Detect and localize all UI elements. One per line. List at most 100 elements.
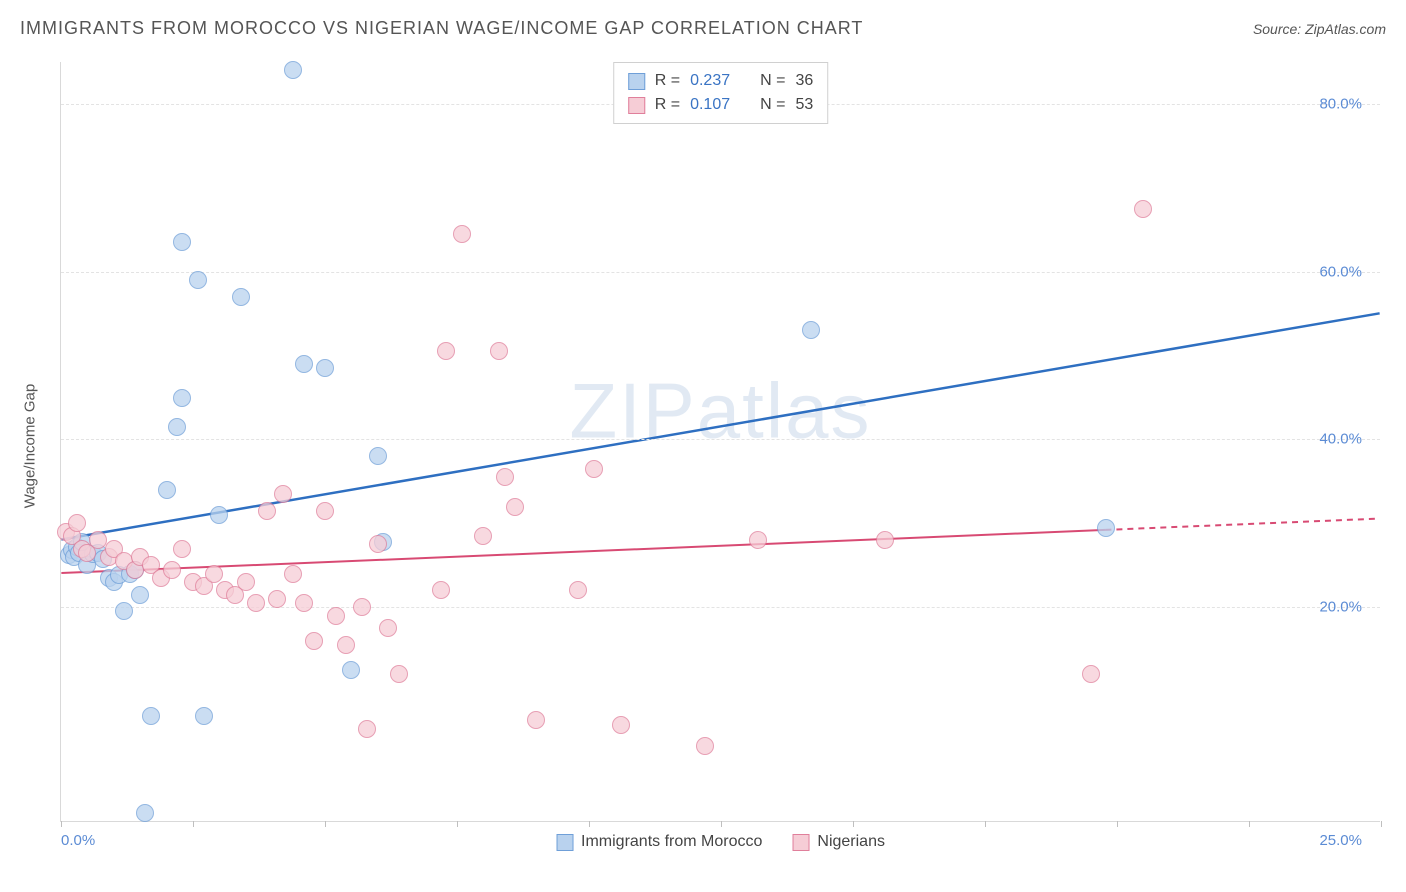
data-point-nigerians [284, 565, 302, 583]
data-point-nigerians [432, 581, 450, 599]
data-point-morocco [195, 707, 213, 725]
data-point-nigerians [327, 607, 345, 625]
data-point-nigerians [295, 594, 313, 612]
data-point-nigerians [68, 514, 86, 532]
x-tick-min: 0.0% [61, 832, 95, 849]
data-point-nigerians [696, 737, 714, 755]
data-point-nigerians [490, 342, 508, 360]
data-point-morocco [115, 602, 133, 620]
n-value-morocco: 36 [795, 72, 813, 90]
data-point-nigerians [876, 531, 894, 549]
x-tick-mark [1117, 821, 1118, 827]
trendline-dashed-nigerians [1105, 519, 1379, 530]
data-point-nigerians [337, 636, 355, 654]
x-tick-mark [985, 821, 986, 827]
data-point-nigerians [305, 632, 323, 650]
data-point-nigerians [258, 502, 276, 520]
data-point-nigerians [612, 716, 630, 734]
data-point-nigerians [247, 594, 265, 612]
data-point-morocco [284, 61, 302, 79]
data-point-morocco [342, 661, 360, 679]
data-point-morocco [131, 586, 149, 604]
data-point-morocco [173, 389, 191, 407]
data-point-nigerians [1134, 200, 1152, 218]
data-point-nigerians [205, 565, 223, 583]
data-point-nigerians [749, 531, 767, 549]
swatch-morocco [628, 73, 645, 90]
data-point-nigerians [437, 342, 455, 360]
series-legend: Immigrants from Morocco Nigerians [556, 833, 885, 851]
data-point-nigerians [173, 540, 191, 558]
data-point-morocco [173, 233, 191, 251]
data-point-morocco [802, 321, 820, 339]
r-value-nigerians: 0.107 [690, 96, 730, 114]
data-point-nigerians [353, 598, 371, 616]
x-tick-mark [61, 821, 62, 827]
y-tick-label: 80.0% [1319, 95, 1362, 112]
legend-label-morocco: Immigrants from Morocco [581, 833, 762, 851]
data-point-morocco [1097, 519, 1115, 537]
x-tick-mark [457, 821, 458, 827]
x-tick-mark [1381, 821, 1382, 827]
n-label: N = [760, 96, 785, 114]
scatter-plot: ZIPatlas R = 0.237 N = 36 R = 0.107 N = … [60, 62, 1380, 822]
data-point-nigerians [379, 619, 397, 637]
data-point-nigerians [1082, 665, 1100, 683]
r-label: R = [655, 72, 680, 90]
gridline [61, 439, 1380, 440]
data-point-morocco [232, 288, 250, 306]
legend-item-nigerians: Nigerians [792, 833, 885, 851]
data-point-morocco [168, 418, 186, 436]
data-point-nigerians [274, 485, 292, 503]
data-point-nigerians [268, 590, 286, 608]
trend-lines [61, 62, 1380, 821]
swatch-nigerians [628, 97, 645, 114]
x-tick-mark [1249, 821, 1250, 827]
chart-title: IMMIGRANTS FROM MOROCCO VS NIGERIAN WAGE… [20, 18, 863, 39]
y-axis-label: Wage/Income Gap [22, 384, 39, 509]
data-point-nigerians [358, 720, 376, 738]
data-point-nigerians [369, 535, 387, 553]
r-value-morocco: 0.237 [690, 72, 730, 90]
legend-row-morocco: R = 0.237 N = 36 [628, 69, 814, 93]
x-tick-mark [589, 821, 590, 827]
x-tick-mark [193, 821, 194, 827]
data-point-morocco [369, 447, 387, 465]
chart-header: IMMIGRANTS FROM MOROCCO VS NIGERIAN WAGE… [20, 18, 1386, 39]
data-point-nigerians [453, 225, 471, 243]
x-tick-mark [853, 821, 854, 827]
swatch-morocco [556, 834, 573, 851]
y-tick-label: 40.0% [1319, 431, 1362, 448]
data-point-nigerians [569, 581, 587, 599]
swatch-nigerians [792, 834, 809, 851]
x-tick-mark [325, 821, 326, 827]
data-point-nigerians [474, 527, 492, 545]
y-tick-label: 60.0% [1319, 263, 1362, 280]
data-point-nigerians [585, 460, 603, 478]
source-label: Source: ZipAtlas.com [1253, 21, 1386, 37]
r-label: R = [655, 96, 680, 114]
data-point-morocco [136, 804, 154, 822]
n-value-nigerians: 53 [795, 96, 813, 114]
n-label: N = [760, 72, 785, 90]
legend-item-morocco: Immigrants from Morocco [556, 833, 762, 851]
data-point-morocco [210, 506, 228, 524]
data-point-morocco [316, 359, 334, 377]
data-point-nigerians [163, 561, 181, 579]
data-point-nigerians [237, 573, 255, 591]
data-point-nigerians [527, 711, 545, 729]
data-point-morocco [142, 707, 160, 725]
y-tick-label: 20.0% [1319, 599, 1362, 616]
watermark: ZIPatlas [569, 366, 871, 457]
x-tick-mark [721, 821, 722, 827]
data-point-nigerians [316, 502, 334, 520]
gridline [61, 272, 1380, 273]
data-point-nigerians [390, 665, 408, 683]
correlation-legend: R = 0.237 N = 36 R = 0.107 N = 53 [613, 62, 829, 124]
x-tick-max: 25.0% [1319, 832, 1362, 849]
legend-label-nigerians: Nigerians [817, 833, 885, 851]
legend-row-nigerians: R = 0.107 N = 53 [628, 93, 814, 117]
data-point-nigerians [506, 498, 524, 516]
data-point-nigerians [496, 468, 514, 486]
data-point-morocco [295, 355, 313, 373]
